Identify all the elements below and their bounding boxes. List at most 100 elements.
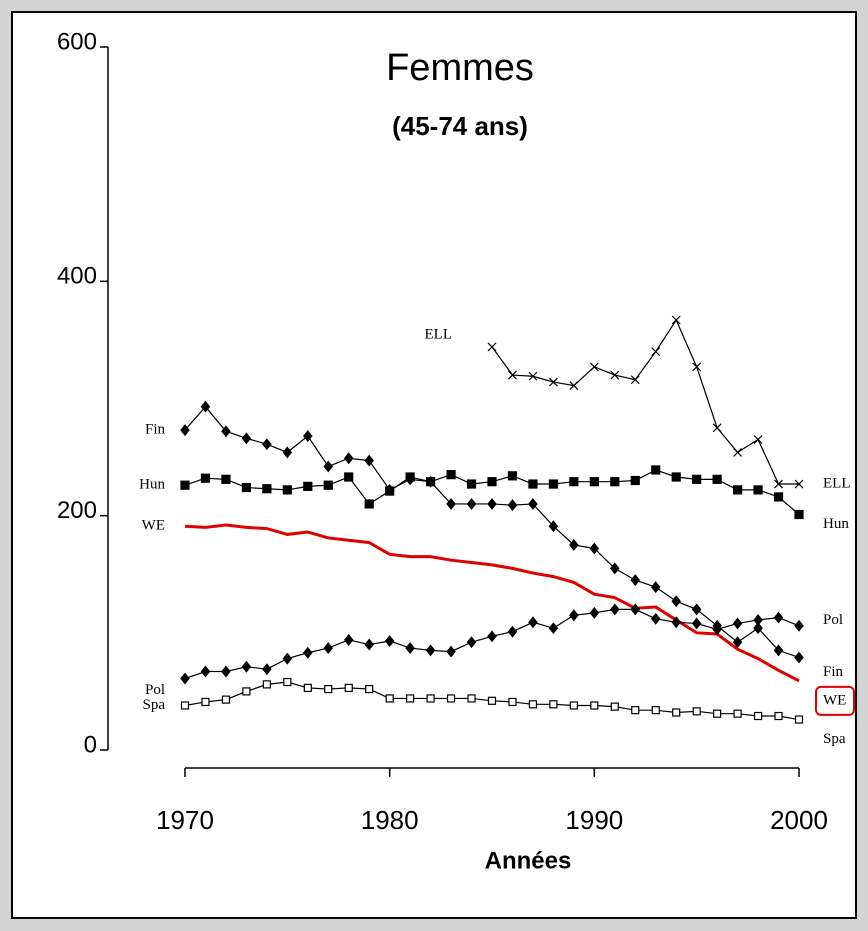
- point: [691, 603, 702, 616]
- point: [446, 694, 456, 703]
- x-tick-label: 1990: [565, 805, 623, 835]
- point: [590, 701, 599, 710]
- point: [548, 479, 559, 489]
- point: [671, 616, 681, 629]
- point: [221, 665, 231, 678]
- point: [692, 707, 701, 716]
- point: [262, 663, 272, 676]
- point: [794, 651, 804, 664]
- y-tick-label: 400: [57, 263, 97, 290]
- point: [569, 538, 579, 551]
- point: [180, 672, 190, 685]
- point: [343, 633, 354, 646]
- point: [692, 474, 702, 484]
- point: [508, 697, 517, 707]
- point: [283, 677, 292, 687]
- point: [610, 603, 620, 616]
- panel: [11, 11, 857, 919]
- point: [303, 646, 313, 659]
- point: [569, 701, 578, 710]
- point: [446, 645, 456, 658]
- point: [610, 370, 620, 380]
- point: [589, 542, 600, 555]
- point: [528, 497, 538, 510]
- point: [303, 430, 313, 442]
- point: [364, 499, 374, 509]
- point: [528, 479, 538, 489]
- point: [426, 477, 436, 487]
- point: [630, 375, 640, 385]
- point: [753, 435, 763, 444]
- point: [753, 622, 763, 635]
- point: [589, 362, 599, 372]
- point: [589, 477, 599, 487]
- point: [794, 479, 804, 489]
- point: [466, 636, 477, 649]
- point: [548, 520, 559, 533]
- point: [773, 644, 784, 657]
- x-tick-label: 1980: [361, 805, 419, 835]
- point: [323, 460, 334, 473]
- point: [548, 622, 559, 635]
- point: [200, 473, 211, 483]
- point: [405, 642, 415, 655]
- point: [221, 474, 231, 484]
- point: [508, 370, 517, 380]
- point: [262, 680, 271, 689]
- series-label: ELL: [425, 326, 453, 342]
- point: [753, 485, 763, 495]
- series-line: [491, 318, 799, 485]
- series-label: Fin: [823, 664, 844, 680]
- series-label: Pol: [145, 682, 165, 698]
- point: [630, 574, 641, 587]
- point: [385, 694, 394, 703]
- point: [385, 486, 395, 496]
- point: [303, 481, 313, 491]
- point: [712, 623, 722, 636]
- highlight-box: [815, 685, 855, 716]
- point: [712, 423, 722, 433]
- point: [487, 696, 497, 705]
- point: [487, 630, 497, 643]
- x-tick-label: 2000: [770, 805, 828, 835]
- y-tick-label: 600: [57, 28, 97, 55]
- point: [691, 617, 702, 630]
- series-label: Spa: [143, 697, 166, 713]
- point: [466, 497, 477, 510]
- series-label: Pol: [823, 612, 843, 628]
- point: [487, 497, 497, 510]
- point: [549, 700, 558, 709]
- point: [733, 709, 742, 718]
- chart-title: Femmes: [386, 47, 534, 89]
- point: [364, 454, 374, 467]
- point: [610, 562, 620, 575]
- series-label: Spa: [823, 731, 846, 747]
- point: [241, 432, 252, 445]
- point: [344, 472, 354, 482]
- point: [343, 452, 354, 465]
- point: [323, 480, 333, 490]
- point: [201, 697, 210, 707]
- point: [733, 447, 743, 457]
- series-label: ELL: [823, 475, 851, 491]
- point: [507, 471, 518, 481]
- point: [753, 613, 763, 626]
- point: [344, 683, 353, 693]
- point: [773, 611, 784, 624]
- point: [672, 708, 681, 717]
- x-tick-label: 1970: [156, 805, 214, 835]
- point: [324, 684, 333, 694]
- point: [282, 652, 293, 665]
- point: [692, 362, 702, 372]
- point: [569, 609, 579, 622]
- point: [630, 603, 641, 616]
- point: [406, 694, 415, 703]
- point: [713, 709, 722, 718]
- point: [528, 616, 538, 629]
- point: [507, 625, 518, 638]
- point: [589, 606, 600, 619]
- point: [425, 644, 436, 657]
- point: [794, 509, 804, 520]
- point: [712, 474, 722, 484]
